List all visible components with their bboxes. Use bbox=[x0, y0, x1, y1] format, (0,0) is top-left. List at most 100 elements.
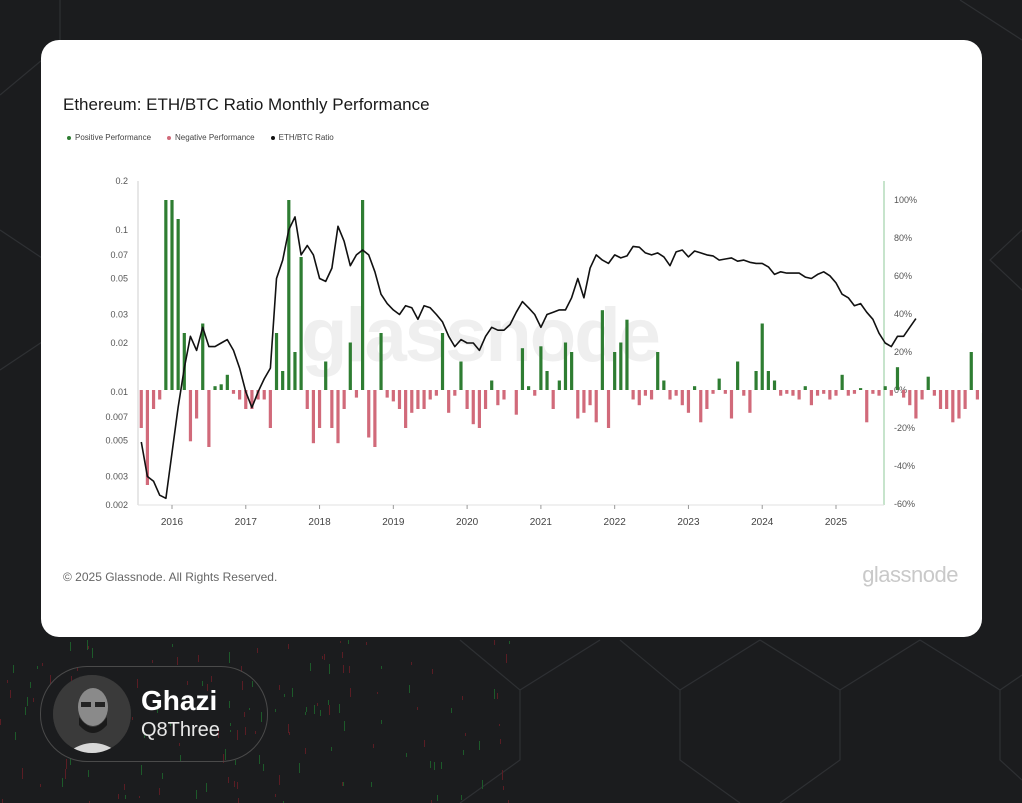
negative-bar bbox=[244, 390, 248, 409]
negative-bar bbox=[668, 390, 672, 400]
ticker-noise-mark bbox=[350, 688, 351, 697]
ticker-noise-mark bbox=[170, 723, 171, 726]
ticker-noise-mark bbox=[159, 788, 160, 795]
negative-bar bbox=[373, 390, 377, 447]
negative-bar bbox=[158, 390, 162, 400]
legend-dot-ratio bbox=[270, 135, 275, 140]
ticker-noise-mark bbox=[206, 783, 207, 792]
ticker-noise-mark bbox=[317, 703, 318, 706]
negative-bar bbox=[680, 390, 684, 406]
ticker-noise-mark bbox=[141, 765, 142, 775]
ticker-noise-mark bbox=[340, 641, 341, 643]
ticker-noise-mark bbox=[494, 640, 495, 645]
positive-bar bbox=[526, 386, 531, 390]
ticker-noise-mark bbox=[344, 721, 345, 731]
ticker-noise-mark bbox=[70, 642, 71, 651]
left-tick-label: 0.07 bbox=[110, 250, 128, 260]
negative-bar bbox=[582, 390, 586, 413]
positive-bar bbox=[520, 348, 525, 390]
ticker-noise-mark bbox=[228, 777, 229, 783]
x-tick-label: 2019 bbox=[382, 517, 405, 528]
negative-bar bbox=[889, 390, 893, 396]
x-tick-label: 2018 bbox=[308, 517, 331, 528]
legend-label-positive: Positive Performance bbox=[75, 133, 152, 142]
ticker-noise-mark bbox=[284, 694, 285, 697]
ticker-noise-mark bbox=[238, 798, 239, 803]
negative-bar bbox=[391, 390, 395, 402]
positive-bar bbox=[360, 200, 365, 390]
legend-dot-negative bbox=[167, 135, 172, 140]
positive-bar bbox=[545, 371, 549, 390]
x-tick-label: 2023 bbox=[677, 517, 700, 528]
ticker-noise-mark bbox=[70, 758, 71, 765]
negative-bar bbox=[330, 390, 334, 428]
negative-bar bbox=[674, 390, 678, 396]
negative-bar bbox=[207, 390, 211, 447]
positive-bar bbox=[379, 333, 383, 390]
negative-bar bbox=[785, 390, 789, 394]
ticker-noise-mark bbox=[30, 682, 31, 688]
positive-bar bbox=[563, 342, 568, 390]
positive-bar bbox=[348, 342, 352, 390]
left-tick-label: 0.1 bbox=[115, 225, 128, 235]
negative-bar bbox=[963, 390, 967, 409]
positive-bar bbox=[656, 352, 660, 390]
ticker-noise-mark bbox=[432, 669, 433, 674]
ticker-noise-mark bbox=[125, 795, 126, 799]
ticker-noise-mark bbox=[211, 676, 212, 682]
right-tick-label: -40% bbox=[894, 461, 915, 471]
negative-bar bbox=[385, 390, 389, 398]
negative-bar bbox=[502, 390, 506, 400]
ticker-noise-mark bbox=[2, 799, 3, 803]
negative-bar bbox=[637, 390, 641, 406]
negative-bar bbox=[151, 390, 156, 409]
negative-bar bbox=[238, 390, 242, 400]
negative-bar bbox=[877, 390, 881, 396]
ticker-noise-mark bbox=[124, 784, 125, 790]
ticker-noise-mark bbox=[89, 801, 90, 803]
left-tick-label: 0.01 bbox=[110, 387, 128, 397]
ticker-noise-mark bbox=[144, 697, 145, 702]
ticker-noise-mark bbox=[342, 652, 343, 658]
ticker-noise-mark bbox=[289, 732, 290, 735]
ticker-noise-mark bbox=[479, 741, 480, 750]
negative-bar bbox=[865, 390, 869, 423]
negative-bar bbox=[711, 390, 715, 394]
negative-bar bbox=[834, 390, 838, 396]
ticker-noise-mark bbox=[33, 698, 34, 702]
ticker-noise-mark bbox=[65, 769, 66, 779]
negative-bar bbox=[822, 390, 826, 394]
right-tick-label: 40% bbox=[894, 309, 912, 319]
ticker-noise-mark bbox=[196, 790, 197, 799]
author-badge: Ghazi Q8Three bbox=[40, 666, 268, 762]
ticker-noise-mark bbox=[377, 692, 378, 694]
negative-bar bbox=[699, 390, 703, 423]
negative-bar bbox=[496, 390, 500, 406]
positive-bar bbox=[274, 333, 279, 390]
ticker-noise-mark bbox=[50, 675, 51, 684]
negative-bar bbox=[920, 390, 924, 400]
chart-legend: Positive Performance Negative Performanc… bbox=[67, 133, 334, 142]
positive-bar bbox=[287, 200, 291, 390]
positive-bar bbox=[766, 371, 770, 390]
ticker-noise-mark bbox=[283, 801, 284, 803]
positive-bar bbox=[213, 386, 217, 390]
eth-btc-ratio-line bbox=[140, 216, 917, 500]
ticker-noise-mark bbox=[461, 795, 462, 800]
positive-bar bbox=[619, 342, 623, 390]
negative-bar bbox=[809, 390, 814, 406]
negative-bar bbox=[723, 390, 727, 394]
positive-bar bbox=[760, 323, 764, 390]
ticker-noise-mark bbox=[431, 800, 432, 803]
ticker-noise-mark bbox=[137, 679, 138, 688]
negative-bar bbox=[908, 390, 912, 406]
ticker-noise-mark bbox=[187, 681, 188, 685]
left-tick-label: 0.2 bbox=[115, 176, 128, 186]
negative-bar bbox=[256, 390, 260, 400]
negative-bar bbox=[649, 390, 654, 400]
ticker-noise-mark bbox=[299, 763, 300, 773]
legend-item-ratio: ETH/BTC Ratio bbox=[270, 133, 334, 142]
ticker-noise-mark bbox=[463, 750, 464, 755]
ticker-noise-mark bbox=[329, 664, 330, 674]
ticker-noise-mark bbox=[241, 666, 242, 672]
